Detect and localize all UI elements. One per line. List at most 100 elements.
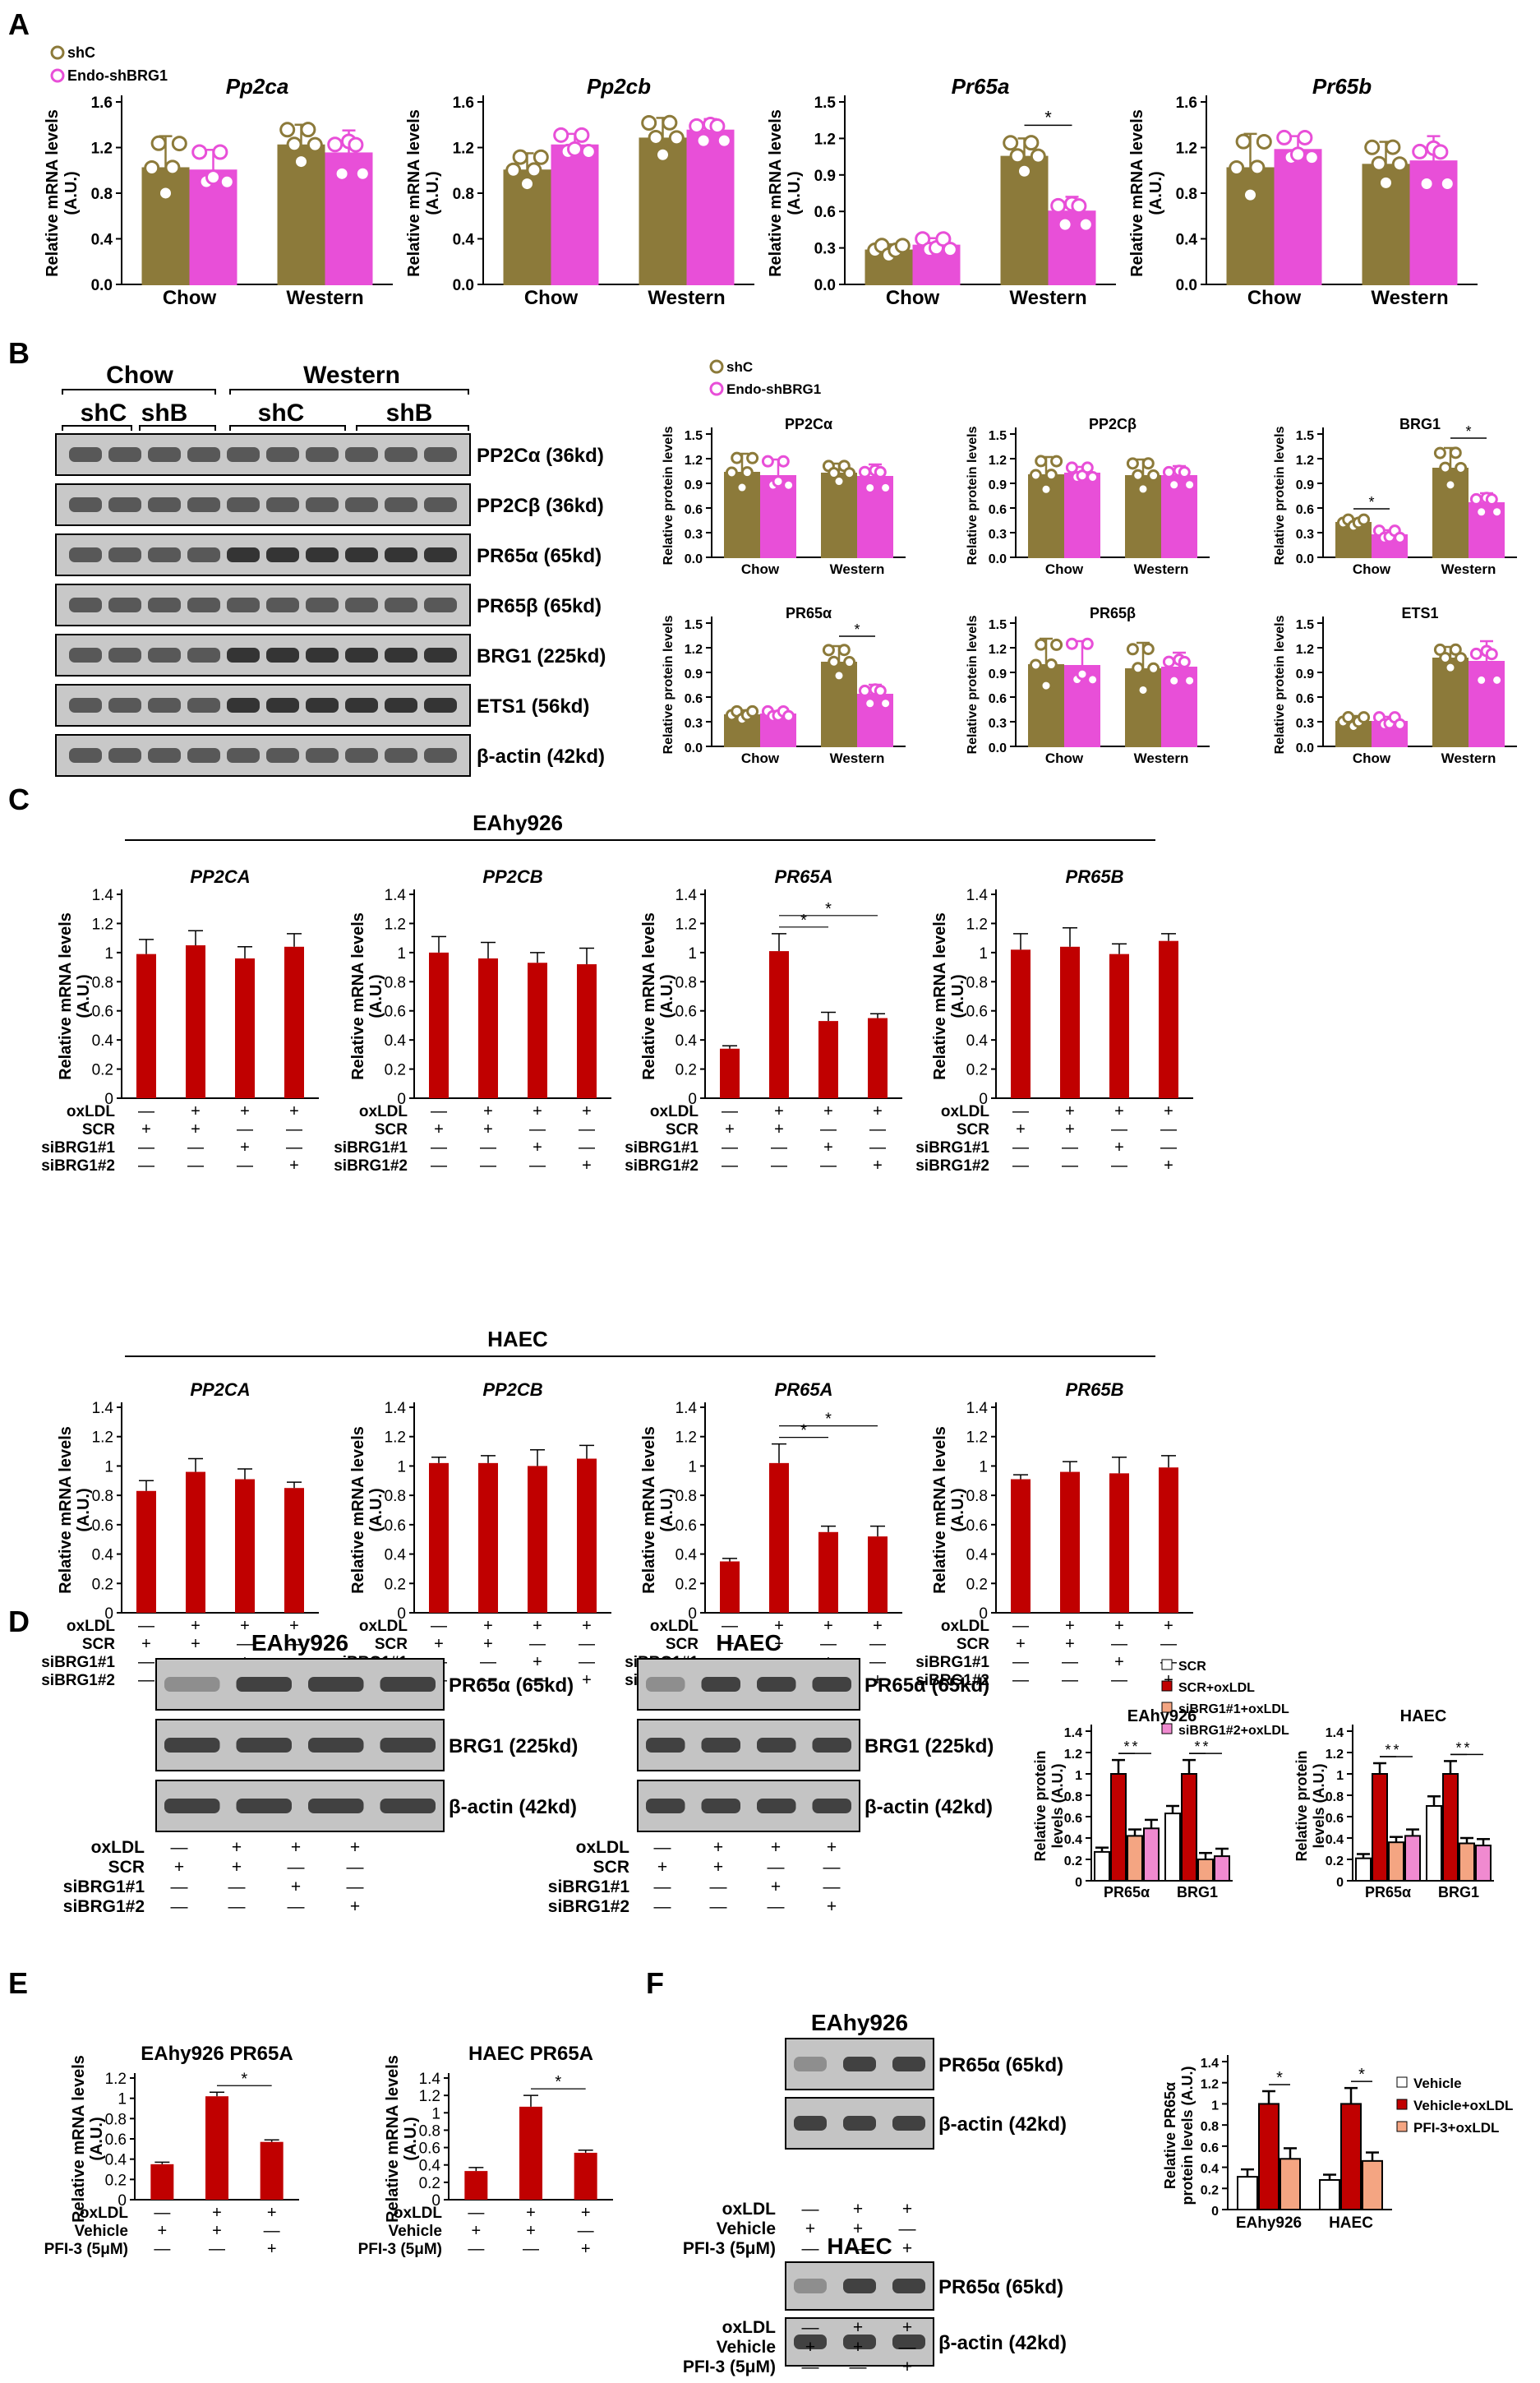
data-point (689, 118, 705, 134)
treatment-mark: + (1065, 1102, 1075, 1120)
category-label: Western (1441, 561, 1496, 577)
blot-band (385, 547, 417, 562)
treatment-mark: + (483, 1635, 493, 1653)
y-tick-label: 0 (104, 1605, 113, 1623)
blot-title: EAhy926 (251, 1630, 348, 1656)
data-point (1243, 187, 1258, 203)
data-point (894, 238, 911, 254)
blot-band (227, 698, 260, 713)
treatment-label: oxLDL (80, 2205, 129, 2222)
treatment-mark: + (853, 2200, 863, 2219)
data-point (1475, 673, 1488, 686)
bar (186, 945, 205, 1098)
treatment-mark: + (483, 1102, 493, 1120)
y-tick-label: 0.9 (685, 478, 703, 492)
blot-band (266, 648, 299, 663)
data-point (942, 242, 958, 258)
y-tick-label: 1.2 (989, 643, 1007, 657)
y-axis-label: (A.U.) (949, 1488, 967, 1531)
blot-band (701, 1677, 740, 1692)
y-tick-label: 0.2 (105, 2172, 127, 2189)
treatment-label: Vehicle (75, 2223, 129, 2240)
y-axis-label: (A.U.) (75, 974, 93, 1018)
blot-band (812, 1677, 851, 1692)
y-axis-label: (A.U.) (402, 2117, 420, 2160)
blot-band-label: β-actin (42kd) (865, 1796, 993, 1818)
bar (1060, 946, 1080, 1098)
data-point (837, 644, 851, 657)
treatment-mark: — (1012, 1138, 1029, 1157)
treatment-mark: — (820, 1635, 837, 1653)
treatment-mark: + (582, 1102, 592, 1120)
significance-star: * (1465, 423, 1471, 440)
treatment-mark: — (869, 1138, 886, 1157)
y-tick-label: 1.5 (989, 618, 1007, 632)
treatment-label: siBRG1#1 (334, 1139, 408, 1157)
y-axis-label: (A.U.) (75, 1488, 93, 1531)
bar (769, 1462, 789, 1613)
data-point (879, 481, 892, 494)
chart-title: PP2CB (482, 866, 542, 887)
data-point (286, 136, 302, 153)
blot-band (108, 698, 141, 713)
y-tick-label: 0.6 (419, 2141, 440, 2158)
legend-f-swatch (1396, 2099, 1408, 2110)
data-point (567, 141, 583, 157)
chart-title: PP2Cβ (1089, 416, 1137, 432)
y-tick-label: 0.6 (92, 1517, 113, 1535)
y-axis-label: Relative mRNA levels (44, 109, 62, 277)
data-point (1126, 643, 1139, 656)
treatment-mark: + (713, 1838, 723, 1857)
treatment-mark: + (191, 1617, 201, 1635)
treatment-mark: — (480, 1653, 496, 1671)
y-tick-label: 0.6 (989, 692, 1007, 706)
bar (1109, 954, 1129, 1098)
y-tick-label: 0 (688, 1605, 697, 1623)
group-header: HAEC (487, 1327, 548, 1351)
bar (577, 964, 597, 1098)
blot-band (148, 698, 181, 713)
category-label: Western (1134, 750, 1189, 766)
chart-10 (117, 889, 319, 1099)
bar-sibrg1-2-oxldl (1475, 1845, 1492, 1882)
y-tick-label: 1.2 (92, 916, 113, 933)
data-point (777, 455, 790, 468)
treatment-mark: — (431, 1617, 447, 1635)
y-tick-label: 0.4 (1201, 2163, 1219, 2177)
treatment-label: siBRG1#2 (915, 1157, 989, 1175)
blot-band (306, 547, 339, 562)
significance-star: * (825, 1411, 832, 1429)
data-point (1235, 133, 1252, 150)
bar-endo-shbrg1 (1064, 473, 1100, 558)
bar-sibrg1-1-oxldl (1459, 1842, 1475, 1882)
blot-band (308, 1677, 364, 1692)
y-tick-label: 0.0 (453, 277, 474, 294)
data-point (740, 466, 754, 479)
y-tick-label: 1 (688, 945, 697, 963)
data-point (1297, 129, 1313, 145)
treatment-mark: + (533, 1653, 542, 1671)
treatment-mark: + (232, 1858, 242, 1877)
blot-lane-label: shC (81, 399, 127, 427)
y-tick-label: 0.6 (989, 503, 1007, 517)
y-tick-label: 0.4 (419, 2158, 441, 2175)
blot-band (306, 598, 339, 612)
treatment-mark: + (1164, 1102, 1173, 1120)
legend-f-swatch (1396, 2076, 1408, 2088)
treatment-label: siBRG1#2 (334, 1157, 408, 1175)
treatment-mark: — (802, 2239, 819, 2258)
y-tick-label: 1 (118, 2091, 127, 2108)
y-axis-label: Relative mRNA levels (384, 2055, 402, 2223)
y-axis-label: levels (A.U.) (1049, 1763, 1066, 1848)
treatment-mark: — (286, 1138, 302, 1157)
y-axis-label: (A.U.) (367, 1488, 385, 1531)
legend-d-swatch (1161, 1680, 1173, 1692)
y-tick-label: 1.2 (91, 141, 113, 158)
bar (1159, 940, 1178, 1098)
treatment-mark: + (1016, 1120, 1026, 1138)
bar-vehicle (1237, 2176, 1258, 2210)
bar (235, 1479, 255, 1613)
blot-band (187, 748, 220, 763)
data-point (782, 709, 795, 723)
data-point (1385, 139, 1401, 155)
